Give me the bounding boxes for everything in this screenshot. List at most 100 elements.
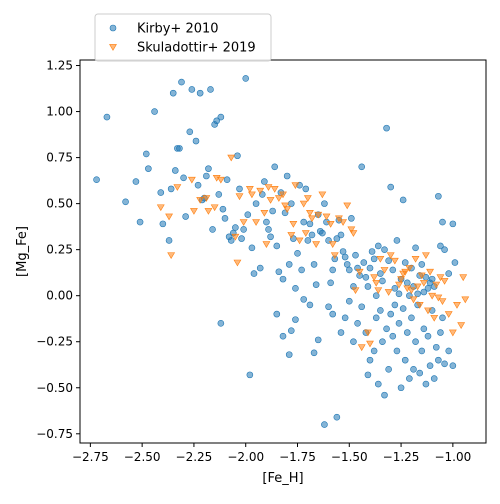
data-point: [390, 257, 399, 265]
data-point: [252, 219, 260, 226]
data-point: [279, 275, 287, 283]
data-point: [430, 314, 439, 322]
data-point: [441, 246, 448, 253]
data-point: [329, 310, 337, 318]
data-point: [358, 163, 366, 171]
data-point: [422, 380, 430, 388]
data-point: [186, 128, 194, 136]
data-point: [266, 197, 275, 204]
data-point: [358, 303, 366, 311]
data-point: [385, 366, 392, 373]
data-point: [246, 371, 254, 379]
data-point: [461, 296, 470, 304]
data-point: [157, 189, 165, 196]
data-point: [420, 288, 428, 296]
data-point: [291, 182, 300, 190]
data-point: [322, 213, 331, 221]
data-point: [314, 336, 322, 344]
data-point: [370, 255, 378, 263]
data-point: [223, 176, 231, 183]
data-point: [304, 237, 312, 244]
data-point: [165, 213, 173, 221]
data-point: [391, 285, 399, 292]
x-tick-label: −2.75: [72, 450, 109, 464]
data-point: [173, 184, 182, 191]
data-point: [232, 224, 239, 231]
data-point: [403, 329, 411, 336]
data-point: [294, 250, 301, 257]
data-point: [256, 187, 265, 195]
data-point: [260, 209, 269, 217]
series-2: [156, 154, 470, 352]
data-point: [393, 347, 401, 355]
data-point: [395, 290, 403, 298]
data-point: [345, 266, 353, 274]
data-point: [182, 213, 189, 220]
data-point: [449, 220, 457, 228]
data-point: [279, 191, 287, 199]
data-point: [192, 137, 200, 145]
data-point: [303, 195, 312, 202]
data-point: [439, 314, 446, 322]
data-point: [270, 186, 279, 193]
data-point: [308, 215, 316, 223]
data-point: [389, 332, 397, 340]
data-point: [428, 275, 436, 283]
data-point: [167, 185, 175, 193]
data-point: [333, 235, 341, 242]
data-point: [239, 219, 248, 226]
data-point: [196, 197, 205, 204]
data-point: [379, 277, 386, 285]
data-point: [169, 89, 177, 97]
data-point: [424, 332, 432, 340]
data-point: [279, 332, 287, 340]
data-point: [377, 307, 384, 314]
data-point: [204, 208, 213, 215]
data-point: [310, 349, 318, 357]
data-point: [194, 181, 202, 189]
data-point: [408, 314, 415, 322]
data-point: [435, 192, 442, 200]
data-point: [274, 195, 283, 202]
plot-frame: [79, 59, 487, 444]
data-point: [459, 274, 468, 282]
data-point: [330, 252, 339, 260]
data-point: [308, 231, 316, 239]
data-point: [299, 200, 308, 208]
data-point: [335, 215, 343, 223]
legend-marker: [109, 24, 117, 32]
data-point: [370, 274, 379, 282]
data-point: [422, 252, 430, 260]
data-point: [273, 310, 281, 318]
data-point: [210, 204, 219, 212]
data-point: [196, 89, 204, 97]
data-point: [418, 261, 426, 268]
data-point: [326, 221, 335, 228]
data-point: [250, 270, 258, 277]
data-point: [445, 270, 453, 277]
data-point: [419, 279, 428, 287]
data-point: [395, 281, 403, 289]
data-point: [310, 261, 318, 268]
data-point: [285, 261, 293, 268]
data-point: [319, 229, 326, 237]
legend-label: Kirby+ 2010: [137, 22, 219, 37]
data-point: [380, 267, 389, 274]
data-point: [448, 329, 457, 337]
data-point: [426, 362, 434, 369]
data-point: [300, 218, 308, 226]
legend: Kirby+ 2010 Skuladottir+ 2019: [94, 13, 272, 62]
data-point: [384, 289, 393, 296]
data-point: [417, 272, 426, 280]
x-tick-label: −2.25: [176, 450, 213, 464]
data-point: [436, 274, 445, 282]
data-point: [215, 191, 223, 198]
data-point: [397, 276, 405, 283]
data-point: [366, 340, 374, 348]
data-point: [300, 296, 308, 303]
data-point: [401, 356, 409, 364]
data-point: [341, 253, 349, 261]
data-point: [242, 75, 250, 82]
data-point: [281, 202, 289, 210]
